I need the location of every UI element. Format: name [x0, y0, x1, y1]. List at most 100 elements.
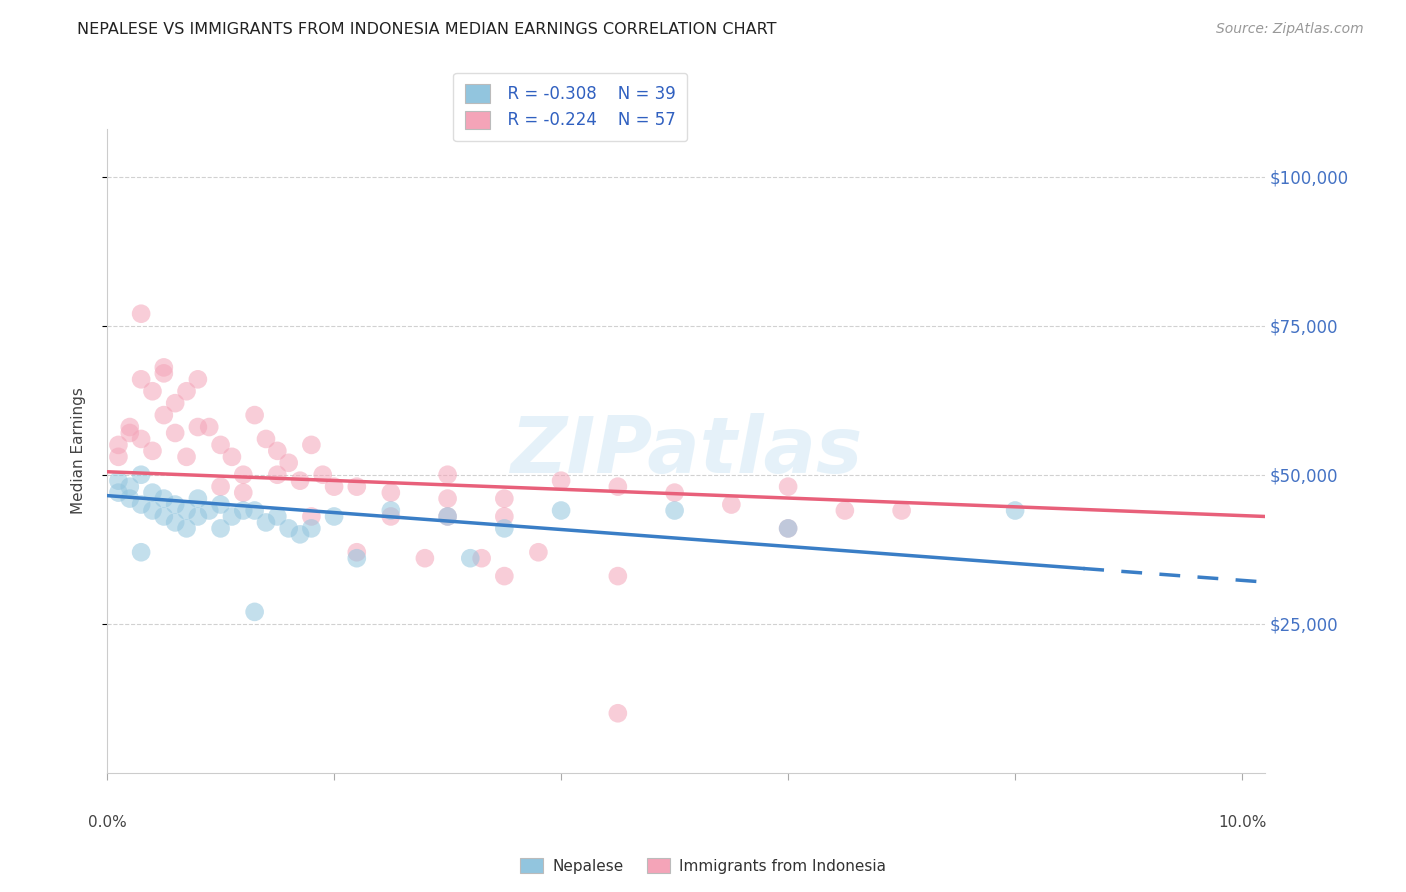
Point: [176, 384, 198, 399]
Point: [494, 521, 516, 535]
Point: [118, 480, 141, 494]
Point: [209, 498, 232, 512]
Point: [299, 509, 322, 524]
Point: [550, 474, 572, 488]
Point: [129, 372, 152, 386]
Point: [118, 420, 141, 434]
Point: [606, 480, 628, 494]
Point: [243, 605, 266, 619]
Point: [254, 432, 277, 446]
Point: [778, 521, 800, 535]
Point: [312, 467, 335, 482]
Point: [299, 438, 322, 452]
Point: [153, 360, 176, 375]
Point: [380, 509, 402, 524]
Point: [129, 498, 152, 512]
Text: Source: ZipAtlas.com: Source: ZipAtlas.com: [1216, 22, 1364, 37]
Point: [471, 551, 494, 566]
Point: [141, 443, 163, 458]
Point: [243, 503, 266, 517]
Point: [232, 503, 254, 517]
Point: [187, 509, 209, 524]
Point: [165, 425, 187, 440]
Text: 10.0%: 10.0%: [1218, 814, 1267, 830]
Point: [288, 527, 311, 541]
Point: [209, 521, 232, 535]
Point: [129, 545, 152, 559]
Point: [606, 706, 628, 721]
Point: [187, 372, 209, 386]
Point: [129, 467, 152, 482]
Point: [165, 498, 187, 512]
Point: [141, 384, 163, 399]
Point: [153, 491, 176, 506]
Point: [129, 432, 152, 446]
Point: [436, 491, 458, 506]
Legend:   R = -0.308    N = 39,   R = -0.224    N = 57: R = -0.308 N = 39, R = -0.224 N = 57: [453, 73, 688, 141]
Point: [1004, 503, 1026, 517]
Point: [664, 503, 686, 517]
Point: [436, 509, 458, 524]
Point: [118, 425, 141, 440]
Point: [834, 503, 856, 517]
Point: [153, 367, 176, 381]
Point: [165, 396, 187, 410]
Point: [243, 408, 266, 422]
Point: [198, 420, 221, 434]
Point: [266, 509, 288, 524]
Point: [527, 545, 550, 559]
Point: [232, 467, 254, 482]
Point: [288, 474, 311, 488]
Point: [153, 509, 176, 524]
Y-axis label: Median Earnings: Median Earnings: [72, 387, 86, 515]
Point: [176, 503, 198, 517]
Point: [778, 521, 800, 535]
Point: [277, 521, 299, 535]
Point: [346, 545, 368, 559]
Point: [232, 485, 254, 500]
Point: [494, 509, 516, 524]
Point: [323, 509, 346, 524]
Point: [187, 491, 209, 506]
Point: [346, 551, 368, 566]
Point: [266, 443, 288, 458]
Point: [209, 480, 232, 494]
Point: [107, 474, 129, 488]
Point: [221, 450, 243, 464]
Point: [141, 503, 163, 517]
Point: [107, 450, 129, 464]
Point: [153, 408, 176, 422]
Point: [380, 485, 402, 500]
Point: [107, 485, 129, 500]
Point: [266, 467, 288, 482]
Text: NEPALESE VS IMMIGRANTS FROM INDONESIA MEDIAN EARNINGS CORRELATION CHART: NEPALESE VS IMMIGRANTS FROM INDONESIA ME…: [77, 22, 778, 37]
Point: [299, 521, 322, 535]
Point: [129, 307, 152, 321]
Point: [720, 498, 742, 512]
Point: [413, 551, 436, 566]
Point: [277, 456, 299, 470]
Point: [187, 420, 209, 434]
Point: [494, 491, 516, 506]
Point: [221, 509, 243, 524]
Point: [323, 480, 346, 494]
Point: [165, 516, 187, 530]
Point: [606, 569, 628, 583]
Point: [176, 521, 198, 535]
Point: [118, 491, 141, 506]
Point: [436, 509, 458, 524]
Point: [346, 480, 368, 494]
Text: ZIPatlas: ZIPatlas: [510, 413, 862, 489]
Point: [664, 485, 686, 500]
Point: [380, 503, 402, 517]
Point: [141, 485, 163, 500]
Text: 0.0%: 0.0%: [87, 814, 127, 830]
Point: [176, 450, 198, 464]
Point: [198, 503, 221, 517]
Point: [107, 438, 129, 452]
Point: [494, 569, 516, 583]
Point: [209, 438, 232, 452]
Point: [254, 516, 277, 530]
Point: [550, 503, 572, 517]
Point: [778, 480, 800, 494]
